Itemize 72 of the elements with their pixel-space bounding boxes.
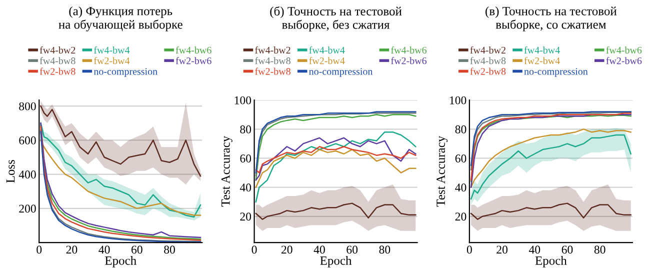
y-tick-label: 60 [240, 154, 252, 162]
x-tick-label: 60 [346, 246, 358, 254]
x-tick-label: 20 [66, 246, 78, 254]
legend-label: fw4-bw2 [40, 46, 76, 54]
y-tick-label: 80 [455, 125, 466, 134]
y-tick-label: 40 [240, 184, 252, 192]
legend-label: fw4-bw6 [391, 46, 427, 54]
legend-label: no-compression [94, 68, 158, 77]
chart-title: (а) Функция потерь на обучающей выборке [58, 6, 182, 32]
x-axis-title: Epoch [105, 256, 136, 268]
y-tick-label: 100 [234, 96, 252, 104]
line-series [470, 202, 632, 220]
legend-label: no-compression [309, 68, 373, 77]
legend-label: fw2-bw6 [391, 57, 427, 64]
x-tick-label: 40 [98, 246, 110, 254]
y-tick-label: 100 [450, 96, 466, 104]
x-axis-title: Epoch [535, 256, 567, 268]
x-tick-label: 40 [314, 246, 325, 254]
x-tick-label: 0 [36, 246, 42, 254]
legend-label: fw2-bw6 [176, 57, 212, 64]
chart-title: (в) Точность на тестовой выборке, со сжатием [486, 6, 617, 32]
x-tick-label: 80 [594, 246, 606, 254]
x-tick-label: 20 [281, 246, 292, 254]
legend-label: fw2-bw4 [524, 57, 560, 64]
x-tick-label: 60 [562, 246, 573, 254]
chart-title: (б) Точность на тестовой выборке, без сжатия [270, 6, 402, 32]
y-tick-label: 20 [240, 212, 252, 221]
legend-label: fw4-bw6 [176, 46, 212, 54]
line-series [40, 140, 202, 216]
line-series [40, 105, 202, 177]
y-tick-label: 800 [19, 102, 36, 110]
line-series [255, 202, 416, 220]
line-series [470, 134, 632, 200]
y-tick-label: 80 [240, 125, 252, 134]
y-axis-title: Loss [6, 160, 15, 183]
x-tick-label: 60 [132, 246, 142, 254]
legend-label: fw4-bw4 [309, 46, 345, 54]
legend-label: fw4-bw8 [40, 57, 76, 64]
legend-label: fw2-bw8 [470, 68, 506, 75]
legend-label: fw4-bw4 [524, 46, 560, 54]
legend-label: fw4-bw4 [94, 46, 130, 54]
text: fw4-bw8 [255, 57, 290, 64]
line-series [255, 146, 416, 174]
y-tick-label: 60 [455, 154, 466, 162]
legend-label: fw2-bw8 [255, 68, 290, 75]
x-tick-label: 80 [379, 246, 390, 254]
text: fw4-bw2 [470, 46, 506, 54]
legend-label: no-compression [524, 68, 588, 77]
y-tick-label: 400 [18, 170, 36, 179]
x-tick-label: 0 [466, 246, 472, 254]
legend-label: fw2-bw6 [606, 57, 642, 64]
line-series [470, 128, 632, 188]
x-tick-label: 20 [496, 246, 508, 254]
y-tick-label: 200 [19, 204, 36, 213]
y-tick-label: 20 [455, 212, 466, 221]
x-tick-label: 0 [252, 246, 257, 254]
y-tick-label: 40 [455, 184, 466, 192]
line-series [255, 137, 416, 181]
legend-label: fw2-bw4 [94, 57, 130, 64]
y-tick-label: 600 [19, 136, 36, 144]
x-tick-label: 40 [528, 246, 540, 254]
line-series [255, 131, 416, 202]
y-axis-title: Test Accuracy [436, 136, 448, 207]
text: fw4-bw2 [255, 46, 290, 54]
y-axis-title: Test Accuracy [221, 136, 232, 207]
x-axis-title: Epoch [320, 256, 352, 268]
legend-label: fw2-bw4 [309, 57, 345, 64]
line-series [255, 148, 416, 188]
legend-label: fw2-bw8 [40, 68, 76, 75]
legend-label: fw4-bw6 [606, 46, 642, 54]
x-tick-label: 80 [164, 246, 175, 254]
text: fw4-bw8 [470, 57, 506, 64]
